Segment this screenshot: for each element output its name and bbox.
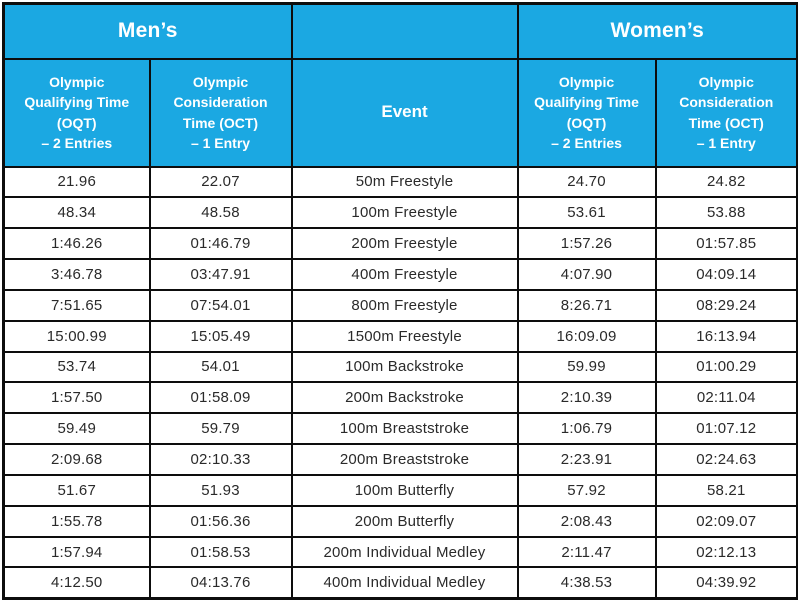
mens-oct-cell: 01:46.79 — [148, 227, 293, 261]
table-row: 1:57.50 01:58.09 200m Backstroke 2:10.39… — [2, 381, 798, 415]
event-cell: 1500m Freestyle — [290, 319, 519, 353]
mens-oct-cell: 01:58.09 — [148, 381, 293, 415]
womens-oct-cell: 02:09.07 — [654, 504, 798, 538]
mens-oct-cell: 04:13.76 — [148, 566, 293, 600]
mens-oct-cell: 01:58.53 — [148, 535, 293, 569]
table-row: 2:09.68 02:10.33 200m Breaststroke 2:23.… — [2, 443, 798, 476]
event-cell: 100m Backstroke — [290, 350, 519, 384]
mens-oqt-cell: 3:46.78 — [2, 258, 151, 291]
womens-oqt-cell: 1:06.79 — [516, 412, 657, 446]
table-row: 1:57.94 01:58.53 200m Individual Medley … — [2, 535, 798, 569]
mens-oct-cell: 59.79 — [148, 412, 293, 446]
mens-oqt-cell: 51.67 — [2, 473, 151, 507]
womens-oct-header: Olympic Consideration Time (OCT) – 1 Ent… — [654, 57, 798, 168]
mens-oct-cell: 51.93 — [148, 473, 293, 507]
table-row: 3:46.78 03:47.91 400m Freestyle 4:07.90 … — [2, 258, 798, 291]
mens-oqt-cell: 1:55.78 — [2, 504, 151, 538]
womens-oqt-cell: 2:10.39 — [516, 381, 657, 415]
mens-oqt-cell: 1:57.94 — [2, 535, 151, 569]
mens-oqt-header: Olympic Qualifying Time (OQT) – 2 Entrie… — [2, 57, 151, 168]
table-row: 21.96 22.07 50m Freestyle 24.70 24.82 — [2, 165, 798, 199]
event-cell: 50m Freestyle — [290, 165, 519, 199]
womens-group-header: Women’s — [516, 2, 798, 60]
event-cell: 200m Individual Medley — [290, 535, 519, 569]
womens-oqt-cell: 1:57.26 — [516, 227, 657, 261]
womens-oct-cell: 08:29.24 — [654, 288, 798, 322]
mens-oqt-cell: 4:12.50 — [2, 566, 151, 600]
womens-oct-cell: 01:07.12 — [654, 412, 798, 446]
mens-oct-cell: 48.58 — [148, 196, 293, 230]
womens-oct-cell: 02:12.13 — [654, 535, 798, 569]
womens-oqt-cell: 2:23.91 — [516, 443, 657, 476]
womens-oct-cell: 16:13.94 — [654, 319, 798, 353]
womens-oct-cell: 53.88 — [654, 196, 798, 230]
column-header-row: Olympic Qualifying Time (OQT) – 2 Entrie… — [2, 57, 798, 168]
womens-oct-cell: 02:24.63 — [654, 443, 798, 476]
mens-oqt-cell: 1:57.50 — [2, 381, 151, 415]
table-row: 7:51.65 07:54.01 800m Freestyle 8:26.71 … — [2, 288, 798, 322]
womens-oct-cell: 01:57.85 — [654, 227, 798, 261]
womens-oct-cell: 04:09.14 — [654, 258, 798, 291]
mens-oct-cell: 22.07 — [148, 165, 293, 199]
mens-group-header: Men’s — [2, 2, 293, 60]
table-row: 51.67 51.93 100m Butterfly 57.92 58.21 — [2, 473, 798, 507]
event-header: Event — [290, 57, 519, 168]
womens-oqt-cell: 4:07.90 — [516, 258, 657, 291]
table-row: 1:55.78 01:56.36 200m Butterfly 2:08.43 … — [2, 504, 798, 538]
mens-oct-cell: 02:10.33 — [148, 443, 293, 476]
womens-oqt-cell: 4:38.53 — [516, 566, 657, 600]
womens-oqt-cell: 16:09.09 — [516, 319, 657, 353]
mens-oqt-cell: 48.34 — [2, 196, 151, 230]
womens-oqt-cell: 2:11.47 — [516, 535, 657, 569]
event-cell: 200m Backstroke — [290, 381, 519, 415]
table-row: 4:12.50 04:13.76 400m Individual Medley … — [2, 566, 798, 600]
womens-oqt-cell: 2:08.43 — [516, 504, 657, 538]
event-cell: 100m Breaststroke — [290, 412, 519, 446]
table-row: 59.49 59.79 100m Breaststroke 1:06.79 01… — [2, 412, 798, 446]
mens-oct-cell: 01:56.36 — [148, 504, 293, 538]
womens-oqt-cell: 24.70 — [516, 165, 657, 199]
womens-oct-cell: 01:00.29 — [654, 350, 798, 384]
event-cell: 200m Freestyle — [290, 227, 519, 261]
mens-oqt-cell: 7:51.65 — [2, 288, 151, 322]
womens-oqt-cell: 8:26.71 — [516, 288, 657, 322]
event-cell: 200m Breaststroke — [290, 443, 519, 476]
group-header-row: Men’s Women’s — [2, 2, 798, 60]
event-cell: 400m Individual Medley — [290, 566, 519, 600]
mens-oqt-cell: 59.49 — [2, 412, 151, 446]
event-cell: 400m Freestyle — [290, 258, 519, 291]
mens-oqt-cell: 2:09.68 — [2, 443, 151, 476]
mens-oqt-cell: 1:46.26 — [2, 227, 151, 261]
event-cell: 800m Freestyle — [290, 288, 519, 322]
table-row: 53.74 54.01 100m Backstroke 59.99 01:00.… — [2, 350, 798, 384]
mens-oqt-cell: 15:00.99 — [2, 319, 151, 353]
table-body: 21.96 22.07 50m Freestyle 24.70 24.82 48… — [2, 165, 798, 600]
table-row: 48.34 48.58 100m Freestyle 53.61 53.88 — [2, 196, 798, 230]
mens-oct-cell: 07:54.01 — [148, 288, 293, 322]
event-cell: 100m Butterfly — [290, 473, 519, 507]
womens-oqt-cell: 59.99 — [516, 350, 657, 384]
womens-oct-cell: 04:39.92 — [654, 566, 798, 600]
mens-oqt-cell: 21.96 — [2, 165, 151, 199]
mens-oqt-cell: 53.74 — [2, 350, 151, 384]
womens-oqt-cell: 57.92 — [516, 473, 657, 507]
womens-oct-cell: 02:11.04 — [654, 381, 798, 415]
mens-oct-cell: 03:47.91 — [148, 258, 293, 291]
womens-oct-cell: 58.21 — [654, 473, 798, 507]
event-cell: 200m Butterfly — [290, 504, 519, 538]
mens-oct-header: Olympic Consideration Time (OCT) – 1 Ent… — [148, 57, 293, 168]
mens-oct-cell: 54.01 — [148, 350, 293, 384]
table-row: 15:00.99 15:05.49 1500m Freestyle 16:09.… — [2, 319, 798, 353]
event-group-header-spacer — [290, 2, 519, 60]
womens-oqt-cell: 53.61 — [516, 196, 657, 230]
table-row: 1:46.26 01:46.79 200m Freestyle 1:57.26 … — [2, 227, 798, 261]
womens-oqt-header: Olympic Qualifying Time (OQT) – 2 Entrie… — [516, 57, 657, 168]
mens-oct-cell: 15:05.49 — [148, 319, 293, 353]
event-cell: 100m Freestyle — [290, 196, 519, 230]
womens-oct-cell: 24.82 — [654, 165, 798, 199]
